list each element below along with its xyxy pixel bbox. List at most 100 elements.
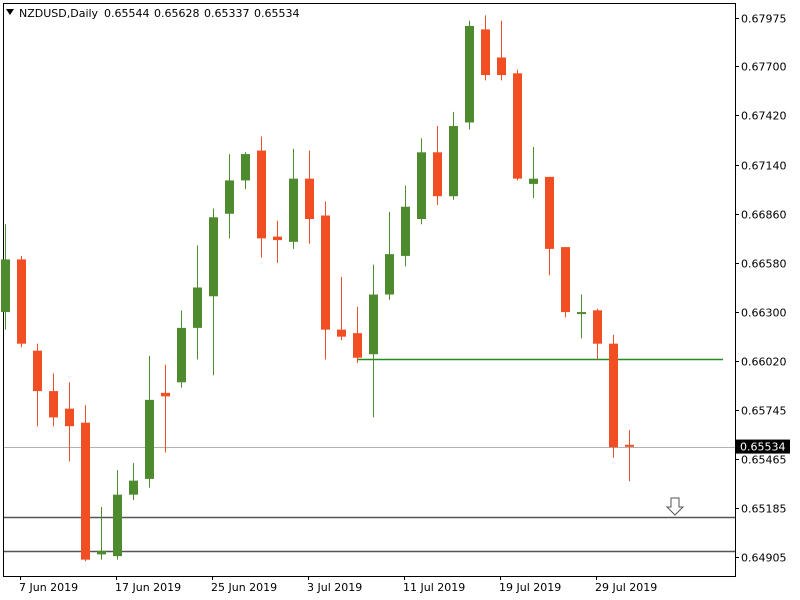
y-tick-label: 0.65745 [741, 405, 787, 418]
candle[interactable] [241, 152, 250, 190]
candle-body [177, 327, 186, 383]
candle[interactable] [577, 294, 586, 339]
y-tick-label: 0.65465 [741, 454, 787, 467]
candle-body [49, 391, 58, 418]
candle[interactable] [49, 373, 58, 427]
candle[interactable] [289, 148, 298, 249]
candle-body [449, 125, 458, 197]
candle[interactable] [225, 154, 234, 239]
candle[interactable] [337, 276, 346, 341]
candle[interactable] [177, 310, 186, 388]
candle[interactable] [145, 355, 154, 488]
candle-body [145, 399, 154, 479]
candle[interactable] [465, 20, 474, 130]
candle-body [577, 312, 586, 315]
candle[interactable] [81, 405, 90, 562]
candle[interactable] [193, 245, 202, 360]
symbol-label: NZDUSD,Daily [19, 7, 99, 20]
candle[interactable] [129, 463, 138, 500]
candle-body [17, 259, 26, 344]
y-tick-label: 0.67975 [741, 13, 787, 26]
candle-body [305, 178, 314, 220]
candle[interactable] [305, 150, 314, 244]
candle-body [257, 150, 266, 239]
candle-body [65, 408, 74, 427]
candle-body [289, 178, 298, 242]
candle[interactable] [593, 308, 602, 360]
candle[interactable] [545, 176, 554, 276]
candle-body [273, 236, 282, 241]
candle-body [497, 57, 506, 76]
candle[interactable] [209, 208, 218, 376]
candle-body [609, 343, 618, 448]
y-tick-label: 0.67700 [741, 61, 787, 74]
y-tick-label: 0.66860 [741, 209, 787, 222]
candle-body [529, 178, 538, 184]
candle-body [513, 73, 522, 179]
candle[interactable] [449, 111, 458, 200]
current-price-badge: 0.65534 [736, 439, 790, 454]
header-dropdown-icon[interactable] [6, 9, 14, 15]
candle-body [625, 444, 634, 447]
candle-body [161, 392, 170, 397]
y-tick-label: 0.66020 [741, 356, 787, 369]
candle-body [97, 550, 106, 555]
candle[interactable] [353, 306, 362, 363]
ohlc-high: 0.65628 [154, 7, 200, 20]
candle[interactable] [481, 15, 490, 81]
x-axis: 7 Jun 2019 17 Jun 2019 25 Jun 2019 3 Jul 20… [19, 576, 657, 594]
candle[interactable] [65, 382, 74, 462]
candle-body [337, 329, 346, 337]
candle[interactable] [609, 334, 618, 458]
candle-body [1, 259, 10, 313]
candle[interactable] [529, 147, 538, 198]
candle[interactable] [385, 212, 394, 300]
candle[interactable] [401, 185, 410, 267]
x-tick-label: 3 Jul 2019 [307, 581, 362, 594]
candle[interactable] [417, 138, 426, 225]
candle-body [369, 294, 378, 355]
y-tick-label: 0.65185 [741, 503, 787, 516]
candle[interactable] [257, 136, 266, 258]
candle[interactable] [161, 364, 170, 453]
candle[interactable] [1, 224, 10, 330]
candle-body [129, 480, 138, 495]
y-tick-label: 0.66580 [741, 258, 787, 271]
candle[interactable] [497, 20, 506, 81]
y-tick-label: 0.67140 [741, 160, 787, 173]
y-tick-label: 0.67420 [741, 110, 787, 123]
candle[interactable] [17, 255, 26, 348]
candle-body [193, 287, 202, 328]
candle[interactable] [273, 220, 282, 263]
x-tick-label: 11 Jul 2019 [403, 581, 465, 594]
down-arrow-icon [665, 497, 685, 516]
x-tick-label: 29 Jul 2019 [595, 581, 657, 594]
candle[interactable] [561, 247, 570, 318]
candle[interactable] [513, 69, 522, 181]
candle[interactable] [321, 201, 330, 360]
chart-header: NZDUSD,Daily 0.65544 0.65628 0.65337 0.6… [6, 7, 300, 20]
candles [1, 15, 634, 562]
candle-body [465, 25, 474, 123]
candle-body [321, 215, 330, 330]
candle-body [209, 217, 218, 297]
ohlc-close: 0.65534 [254, 7, 300, 20]
ohlc-low: 0.65337 [204, 7, 250, 20]
candle-body [593, 310, 602, 344]
candle-body [433, 152, 442, 197]
candle-body [417, 152, 426, 220]
candle[interactable] [625, 430, 634, 482]
x-tick-label: 19 Jul 2019 [499, 581, 561, 594]
y-tick-label: 0.66300 [741, 307, 787, 320]
candle[interactable] [113, 470, 122, 560]
x-tick-label: 7 Jun 2019 [19, 581, 78, 594]
candle[interactable] [97, 506, 106, 560]
candle[interactable] [369, 264, 378, 418]
candle[interactable] [33, 343, 42, 427]
candle-body [545, 176, 554, 249]
candle[interactable] [433, 125, 442, 205]
candle-body [113, 494, 122, 557]
candle-body [33, 350, 42, 392]
ohlc-open: 0.65544 [104, 7, 150, 20]
